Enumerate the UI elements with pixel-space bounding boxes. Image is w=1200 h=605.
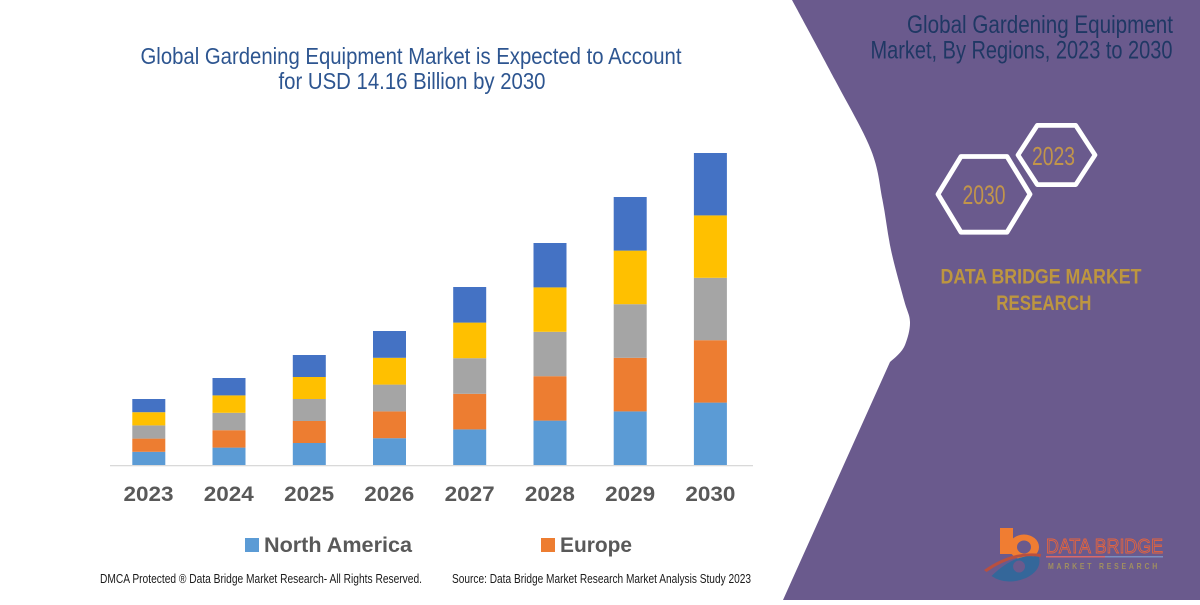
- svg-text:2023: 2023: [1032, 141, 1075, 171]
- svg-text:Global Gardening Equipment Mar: Global Gardening Equipment Market is Exp…: [141, 43, 683, 69]
- svg-text:Market, By Regions, 2023 to 20: Market, By Regions, 2023 to 2030: [871, 37, 1173, 65]
- svg-text:Source: Data Bridge Market Res: Source: Data Bridge Market Research Mark…: [452, 571, 751, 586]
- svg-text:DMCA Protected ® Data Bridge M: DMCA Protected ® Data Bridge Market Rese…: [100, 571, 422, 586]
- svg-text:2023: 2023: [124, 483, 174, 506]
- svg-text:2025: 2025: [284, 483, 334, 506]
- svg-text:North America: North America: [264, 534, 412, 557]
- svg-text:2024: 2024: [204, 483, 254, 506]
- svg-text:DATA BRIDGE: DATA BRIDGE: [1046, 536, 1163, 558]
- svg-text:MARKET RESEARCH: MARKET RESEARCH: [1048, 561, 1160, 571]
- svg-text:RESEARCH: RESEARCH: [996, 292, 1091, 315]
- svg-text:for USD 14.16 Billion by 2030: for USD 14.16 Billion by 2030: [279, 68, 546, 94]
- svg-text:Europe: Europe: [560, 534, 632, 557]
- svg-text:2030: 2030: [963, 180, 1006, 210]
- svg-text:2030: 2030: [685, 483, 735, 506]
- svg-text:2028: 2028: [525, 483, 575, 506]
- svg-text:DATA BRIDGE MARKET: DATA BRIDGE MARKET: [941, 266, 1142, 289]
- svg-text:2029: 2029: [605, 483, 655, 506]
- svg-text:2027: 2027: [445, 483, 495, 506]
- svg-text:2026: 2026: [364, 483, 414, 506]
- svg-text:Global Gardening Equipment: Global Gardening Equipment: [907, 11, 1173, 39]
